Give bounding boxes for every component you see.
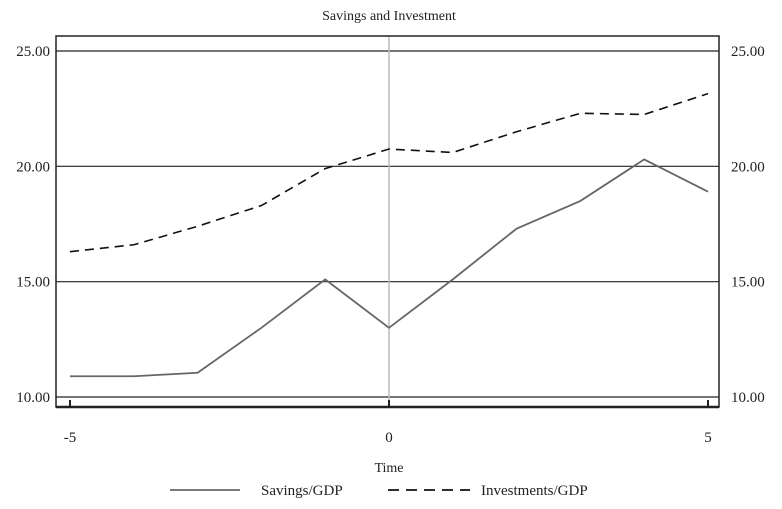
y-axis-right-ticks: 10.00 15.00 20.00 25.00	[731, 44, 765, 406]
x-axis-title: Time	[374, 461, 403, 476]
y-tick-left-3: 25.00	[16, 44, 50, 60]
y-tick-left-1: 15.00	[16, 275, 50, 291]
legend: Savings/GDP Investments/GDP	[170, 483, 588, 499]
y-tick-left-2: 20.00	[16, 159, 50, 175]
chart-title: Savings and Investment	[322, 9, 456, 24]
x-tick-label-0: -5	[64, 430, 77, 446]
legend-label-1: Investments/GDP	[481, 483, 588, 499]
x-axis-ticks: -5 0 5	[64, 400, 712, 446]
horizontal-gridlines	[56, 50, 719, 398]
x-tick-label-1: 0	[385, 430, 393, 446]
series-line-1	[69, 92, 709, 253]
plot-area-frame	[55, 35, 720, 408]
y-axis-left-ticks: 10.00 15.00 20.00 25.00	[16, 44, 50, 406]
y-tick-right-3: 25.00	[731, 44, 765, 60]
y-tick-right-0: 10.00	[731, 390, 765, 406]
y-tick-left-0: 10.00	[16, 390, 50, 406]
y-tick-right-1: 15.00	[731, 275, 765, 291]
series-line-0	[70, 158, 709, 378]
y-tick-right-2: 20.00	[731, 159, 765, 175]
series-lines	[69, 92, 709, 378]
x-tick-label-2: 5	[704, 430, 712, 446]
legend-label-0: Savings/GDP	[261, 483, 343, 499]
